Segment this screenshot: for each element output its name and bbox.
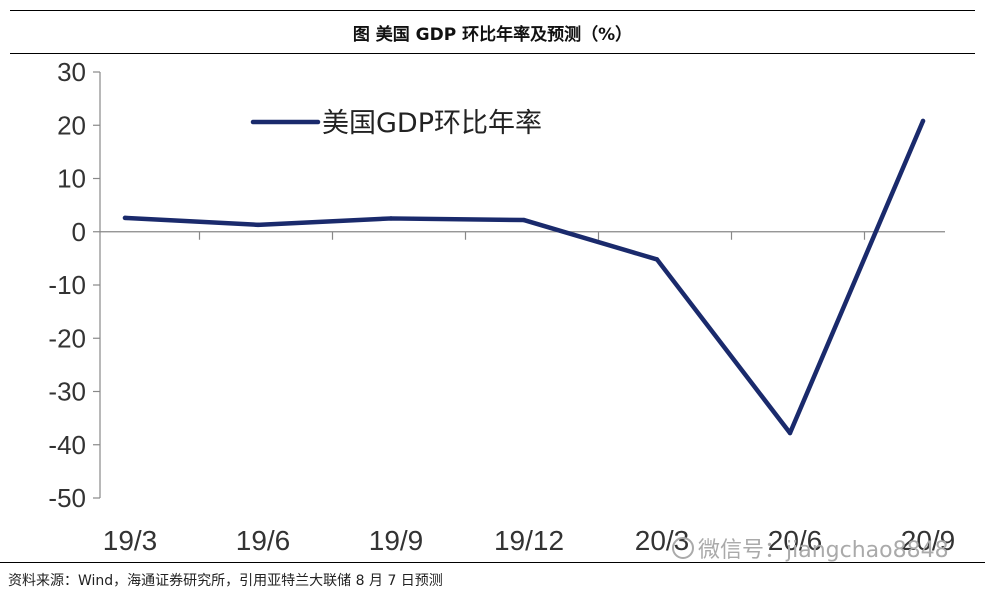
data-point [522, 218, 526, 222]
y-tick-label: -40 [48, 430, 86, 460]
data-point [256, 223, 260, 227]
y-tick-label: -30 [48, 377, 86, 407]
data-point [389, 216, 393, 220]
x-axis: 19/3 19/6 19/9 19/12 20/3 20/6 20/9 [100, 232, 955, 556]
watermark-text: 微信号：jiangchao8848 [698, 532, 949, 564]
series-layer [123, 119, 925, 435]
watermark: 微信号：jiangchao8848 [672, 532, 949, 564]
series-line [125, 121, 923, 433]
y-tick-label: 30 [57, 57, 86, 87]
y-tick-label: 10 [57, 164, 86, 194]
wechat-icon [672, 537, 694, 559]
data-point [655, 257, 659, 261]
line-chart: 30 20 10 0 -10 -20 -30 -40 -50 19/3 19/6 19/9 19/12… [0, 0, 985, 560]
source-note: 资料来源：Wind，海通证券研究所，引用亚特兰大联储 8 月 7 日预测 [8, 570, 443, 590]
x-tick-label: 19/12 [494, 525, 564, 556]
x-tick-label: 19/9 [369, 525, 424, 556]
legend-label: 美国GDP环比年率 [322, 108, 542, 139]
data-point [921, 119, 925, 123]
y-axis: 30 20 10 0 -10 -20 -30 -40 -50 [48, 57, 100, 513]
y-tick-label: -10 [48, 270, 86, 300]
data-point [123, 216, 127, 220]
y-tick-label: -50 [48, 483, 86, 513]
legend: 美国GDP环比年率 [253, 108, 542, 139]
y-tick-label: 20 [57, 110, 86, 140]
data-point [788, 431, 792, 435]
x-tick-label: 19/3 [103, 525, 158, 556]
x-tick-label: 19/6 [236, 525, 291, 556]
y-tick-label: -20 [48, 323, 86, 353]
y-tick-label: 0 [72, 217, 86, 247]
